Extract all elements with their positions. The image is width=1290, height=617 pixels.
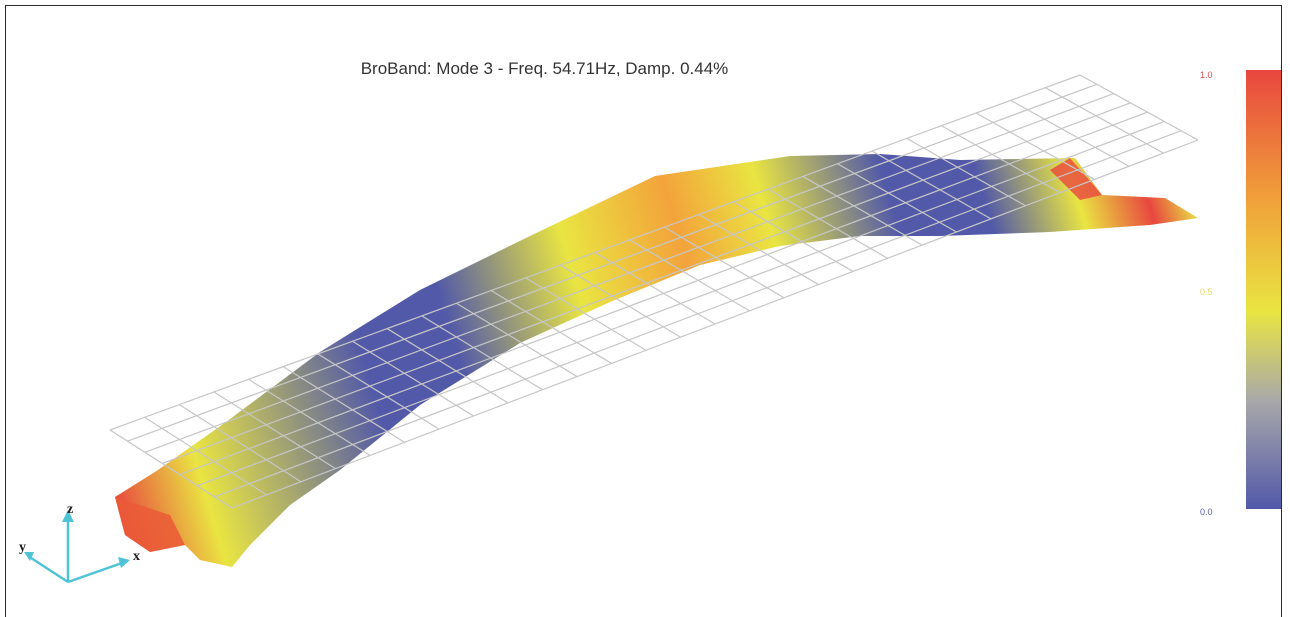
mesh-long-line (127, 83, 1098, 442)
mesh-cross-line (837, 163, 957, 233)
colorbar (1246, 70, 1281, 509)
z-axis-label: z (67, 502, 74, 517)
mesh-long-line (214, 130, 1182, 498)
y-axis-label: y (19, 540, 26, 555)
mesh-cross-line (178, 404, 302, 483)
mesh-cross-line (698, 213, 819, 286)
mesh-long-line (109, 74, 1081, 431)
mesh-cross-line (248, 378, 371, 456)
viewport-frame: BroBand: Mode 3 - Freq. 54.71Hz, Damp. 0… (5, 5, 1282, 617)
mesh-long-line (179, 111, 1148, 476)
mesh-cross-line (525, 277, 647, 351)
mesh-long-line (196, 120, 1165, 487)
mesh-cross-line (1010, 99, 1130, 167)
undeformed-mesh (109, 74, 1199, 509)
colorbar-max-label: 1.0 (1200, 70, 1213, 80)
mesh-cross-line (629, 239, 750, 312)
mesh-cross-line (594, 251, 716, 325)
mesh-cross-line (906, 137, 1026, 207)
mesh-long-line (144, 93, 1114, 453)
deck-body (115, 154, 1198, 567)
deck-right-tip (1050, 158, 1102, 200)
axis-triad (24, 510, 130, 584)
mesh-cross-line (871, 150, 992, 220)
mesh-cross-line (421, 315, 543, 391)
colorbar-gradient (1246, 70, 1281, 509)
x-axis-label: x (133, 549, 140, 564)
mesh-cross-line (352, 340, 474, 417)
mode-shape-surface (115, 154, 1198, 567)
mesh-cross-line (802, 175, 923, 246)
mesh-long-line (231, 139, 1199, 509)
mesh-cross-line (560, 264, 681, 338)
mesh-cross-line (282, 366, 405, 443)
deck-end-face (115, 497, 185, 552)
mesh-cross-line (317, 353, 440, 430)
plot-title: BroBand: Mode 3 - Freq. 54.71Hz, Damp. 0… (360, 59, 729, 78)
mesh-cross-line (456, 302, 578, 378)
mesh-cross-line (109, 429, 233, 509)
colorbar-mid-label: 0.5 (1200, 287, 1213, 297)
mesh-cross-line (1045, 87, 1164, 154)
mesh-cross-line (1079, 74, 1199, 141)
colorbar-min-label: 0.0 (1200, 507, 1213, 517)
mesh-cross-line (213, 391, 336, 470)
mesh-cross-line (733, 201, 854, 272)
mesh-cross-line (975, 112, 1095, 180)
mesh-cross-line (144, 416, 267, 496)
mesh-cross-line (767, 188, 888, 259)
mesh-cross-line (663, 226, 785, 299)
mesh-cross-line (490, 290, 612, 364)
mesh-long-line (162, 102, 1131, 464)
mesh-cross-line (386, 328, 509, 404)
mesh-cross-line (941, 125, 1061, 194)
